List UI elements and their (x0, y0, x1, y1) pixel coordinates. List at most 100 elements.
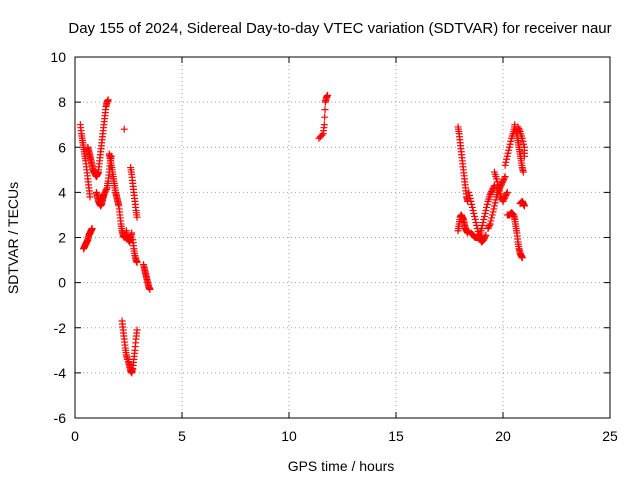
x-tick-label: 0 (71, 428, 79, 444)
y-tick-label: -6 (54, 410, 67, 426)
x-axis-label: GPS time / hours (288, 458, 395, 474)
data-point (478, 224, 486, 232)
y-tick-label: 4 (58, 184, 66, 200)
data-point (499, 197, 507, 205)
data-point (492, 196, 500, 204)
data-point (506, 140, 514, 148)
data-point (321, 106, 329, 114)
data-point (515, 124, 523, 132)
data-point (488, 211, 496, 219)
data-point (501, 173, 509, 181)
data-point (515, 126, 523, 134)
data-point (467, 197, 475, 205)
data-point (146, 285, 154, 293)
data-point (481, 209, 489, 217)
data-point (102, 187, 110, 195)
data-points (76, 91, 528, 377)
data-point (475, 232, 483, 240)
data-point (495, 187, 503, 195)
data-point (520, 202, 528, 210)
data-point (465, 191, 473, 199)
data-point (488, 214, 496, 222)
data-point (503, 190, 511, 198)
x-tick-label: 10 (281, 428, 297, 444)
data-point (481, 233, 489, 241)
x-tick-label: 25 (602, 428, 618, 444)
data-point (469, 206, 477, 214)
data-point (486, 220, 494, 228)
data-point (104, 96, 112, 104)
ticks: -6 -4 -2 0 2 4 6 8 10 0 5 10 15 20 25 (50, 49, 618, 444)
data-point (483, 200, 491, 208)
data-point (320, 121, 328, 129)
data-point (488, 188, 496, 196)
data-point (468, 203, 476, 211)
data-point (503, 188, 511, 196)
data-point (494, 181, 502, 189)
data-point (321, 113, 329, 121)
data-point (484, 224, 492, 232)
data-point (491, 199, 499, 207)
y-tick-label: 8 (58, 94, 66, 110)
y-tick-label: 0 (58, 275, 66, 291)
data-point (500, 194, 508, 202)
data-point (120, 125, 128, 133)
data-point (100, 190, 108, 198)
x-tick-label: 15 (388, 428, 404, 444)
x-tick-label: 20 (495, 428, 511, 444)
grid (75, 57, 610, 418)
data-point (479, 218, 487, 226)
data-point (482, 231, 490, 239)
data-point (128, 229, 136, 237)
data-point (490, 205, 498, 213)
data-point (468, 200, 476, 208)
y-tick-label: -2 (54, 320, 67, 336)
plot-frame (74, 56, 611, 419)
data-point (465, 188, 473, 196)
data-point (483, 203, 491, 211)
data-point (505, 146, 513, 154)
data-point (485, 223, 493, 231)
data-point (487, 217, 495, 225)
data-point (489, 185, 497, 193)
data-point (505, 143, 513, 151)
data-point (498, 180, 506, 188)
data-point (495, 184, 503, 192)
data-point (86, 193, 94, 201)
data-point (102, 185, 110, 193)
data-point (499, 177, 507, 185)
data-point (502, 158, 510, 166)
y-tick-label: 2 (58, 230, 66, 246)
data-point (480, 212, 488, 220)
data-point (480, 215, 488, 223)
data-point (488, 186, 496, 194)
data-point (519, 137, 527, 145)
data-point (324, 91, 332, 99)
data-point (133, 326, 141, 334)
data-point (471, 215, 479, 223)
data-point (98, 194, 106, 202)
data-point (501, 161, 509, 169)
data-point (493, 175, 501, 183)
data-point (489, 208, 497, 216)
data-point (474, 233, 482, 241)
data-point (472, 218, 480, 226)
chart-title: Day 155 of 2024, Sidereal Day-to-day VTE… (68, 20, 611, 37)
data-point (101, 188, 109, 196)
data-point (88, 224, 96, 232)
y-axis-label: SDTVAR / TECUs (5, 182, 21, 294)
data-point (496, 190, 504, 198)
data-point (514, 123, 522, 131)
data-point (99, 193, 107, 201)
data-point (500, 174, 508, 182)
data-point (501, 193, 509, 201)
data-point (520, 140, 528, 148)
y-tick-label: -4 (54, 365, 67, 381)
data-point (133, 258, 141, 266)
data-point (485, 221, 493, 229)
data-point (519, 168, 527, 176)
data-point (478, 221, 486, 229)
data-point (518, 134, 526, 142)
data-point (482, 206, 490, 214)
